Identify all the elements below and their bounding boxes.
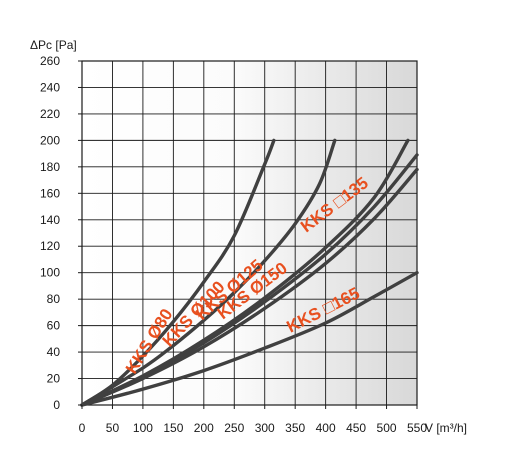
x-tick-label: 100 <box>133 421 153 435</box>
plot-frame <box>81 60 418 406</box>
y-tick-label: 120 <box>40 239 60 253</box>
y-tick-label: 60 <box>47 319 61 333</box>
series-line <box>80 138 337 407</box>
x-tick-label: 500 <box>377 421 397 435</box>
y-tick-label: 140 <box>40 213 60 227</box>
y-tick-label: 0 <box>53 398 60 412</box>
y-tick-label: 180 <box>40 160 60 174</box>
x-tick-label: 400 <box>316 421 336 435</box>
grid <box>82 61 417 405</box>
x-tick-label: 550 <box>407 421 427 435</box>
y-tick-label: 220 <box>40 107 60 121</box>
series-line <box>80 271 419 407</box>
x-tick-label: 350 <box>285 421 305 435</box>
y-tick-label: 20 <box>47 372 61 386</box>
x-tick-label: 50 <box>106 421 120 435</box>
x-tick-label: 150 <box>163 421 183 435</box>
y-tick-label: 40 <box>47 345 61 359</box>
x-tick-label: 300 <box>255 421 275 435</box>
y-tick-label: 200 <box>40 133 60 147</box>
y-tick-label: 240 <box>40 80 60 94</box>
y-axis-ticks: 0 20 40 60 80 100 120 140 160 180 200 220 240 260 <box>40 54 82 412</box>
y-axis-title: ΔPc [Pa] <box>30 38 77 52</box>
x-axis-title: V [m³/h] <box>425 421 467 435</box>
x-tick-label: 250 <box>224 421 244 435</box>
x-tick-label: 450 <box>346 421 366 435</box>
series-line <box>80 153 419 407</box>
series-line <box>80 138 276 407</box>
y-tick-label: 260 <box>40 54 60 68</box>
y-tick-label: 160 <box>40 186 60 200</box>
curves <box>80 138 419 407</box>
x-axis-ticks: 0 50 100 150 200 250 300 350 400 450 500 550 <box>79 405 427 435</box>
x-tick-label: 0 <box>79 421 86 435</box>
y-tick-label: 100 <box>40 266 60 280</box>
x-tick-label: 200 <box>194 421 214 435</box>
y-tick-label: 80 <box>47 292 61 306</box>
